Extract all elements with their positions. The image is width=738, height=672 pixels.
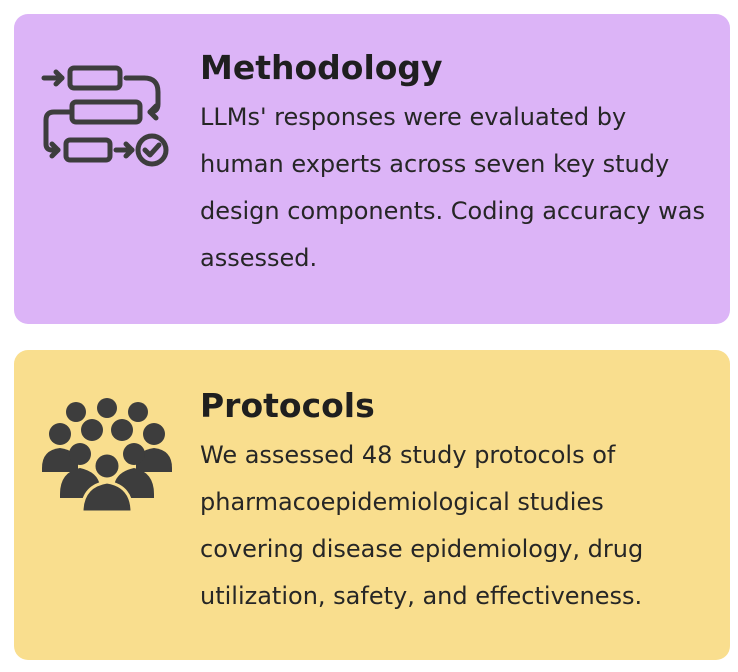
methodology-card: Methodology LLMs' responses were evaluat… — [14, 14, 730, 324]
protocols-text: Protocols We assessed 48 study protocols… — [200, 386, 710, 620]
methodology-text: Methodology LLMs' responses were evaluat… — [200, 48, 710, 282]
flowchart-icon — [40, 64, 174, 184]
card-title: Protocols — [200, 386, 375, 425]
card-title: Methodology — [200, 48, 443, 87]
protocols-card: Protocols We assessed 48 study protocols… — [14, 350, 730, 660]
card-body: LLMs' responses were evaluated by human … — [200, 103, 705, 272]
card-body: We assessed 48 study protocols of pharma… — [200, 441, 644, 610]
people-group-icon — [40, 394, 174, 514]
